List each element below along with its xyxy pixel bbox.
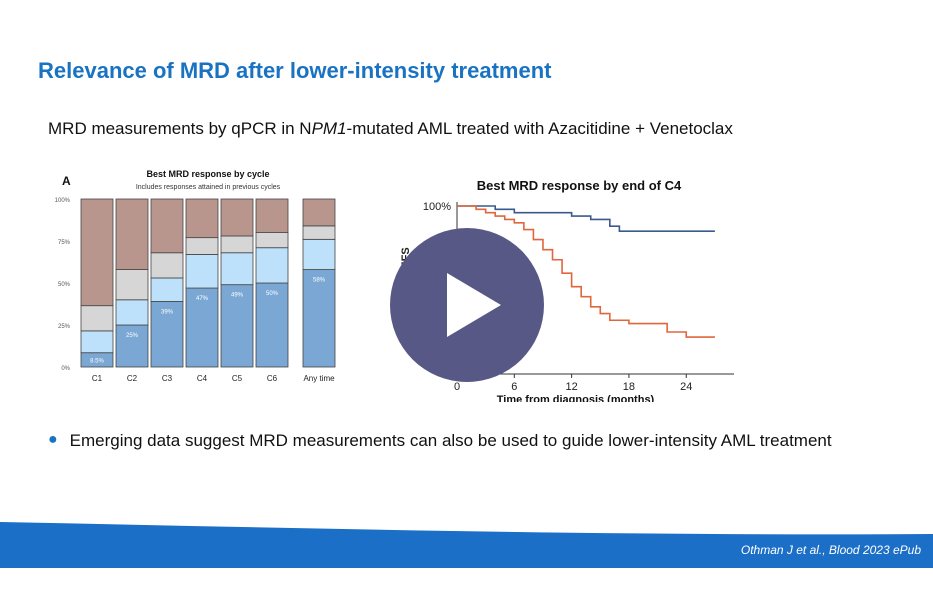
- x-tick-label: C6: [267, 374, 278, 383]
- x-tick-label: 0: [454, 381, 460, 393]
- bar-segment: [150, 301, 184, 368]
- panel-label: A: [62, 174, 71, 188]
- bar-segment: [220, 198, 254, 237]
- x-tick-label: C5: [232, 374, 243, 383]
- bar-segment: [255, 232, 289, 249]
- data-label: 47%: [196, 296, 209, 302]
- citation: Othman J et al., Blood 2023 ePub: [740, 543, 921, 557]
- bar-segment: [185, 237, 219, 255]
- km-line-red: [457, 205, 715, 338]
- slide-subtitle: MRD measurements by qPCR in NPM1-mutated…: [48, 119, 733, 139]
- bar-segment: [115, 299, 149, 326]
- data-label: 8.5%: [90, 359, 104, 365]
- subtitle-pre: MRD measurements by qPCR in N: [48, 119, 312, 138]
- bar-segment: [302, 225, 336, 240]
- x-tick-label: 24: [680, 381, 692, 393]
- y-tick-label: 75%: [58, 240, 71, 246]
- bar-segment: [185, 254, 219, 289]
- data-label: 58%: [313, 278, 326, 284]
- bar-segment: [302, 238, 336, 270]
- bar-segment: [115, 198, 149, 270]
- bullet-text: Emerging data suggest MRD measurements c…: [69, 431, 832, 450]
- data-label: 39%: [161, 309, 174, 315]
- subtitle-post: -mutated AML treated with Azacitidine + …: [346, 119, 733, 138]
- bullet-item: ● Emerging data suggest MRD measurements …: [48, 431, 832, 451]
- bar-segment: [150, 252, 184, 279]
- x-axis-label: Time from diagnosis (months): [497, 394, 655, 402]
- x-tick-label: 6: [511, 381, 517, 393]
- subtitle-gene: PM1: [311, 119, 347, 138]
- bar-segment: [150, 277, 184, 302]
- bar-segment: [115, 324, 149, 368]
- bar-segment: [255, 198, 289, 233]
- bar-segment: [302, 198, 336, 227]
- bar-segment: [80, 198, 114, 307]
- y-tick-label: 50%: [58, 282, 71, 288]
- video-play-button[interactable]: [389, 227, 545, 383]
- y-tick-label: 100%: [423, 201, 451, 213]
- bar-segment: [220, 284, 254, 368]
- y-tick-label: 25%: [58, 324, 71, 330]
- bar-segment: [185, 198, 219, 239]
- chart-title: Best MRD response by cycle: [146, 169, 269, 179]
- x-tick-label: Any time: [303, 374, 335, 383]
- bar-segment: [255, 282, 289, 368]
- slide-title: Relevance of MRD after lower-intensity t…: [38, 58, 552, 83]
- data-label: 49%: [231, 293, 244, 299]
- bar-segment: [302, 269, 336, 368]
- play-icon[interactable]: [447, 273, 501, 337]
- y-tick-label: 100%: [55, 198, 71, 204]
- bar-segment: [220, 252, 254, 286]
- bar-segment: [115, 269, 149, 301]
- km-line-blue: [457, 205, 715, 232]
- bar-segment: [150, 198, 184, 254]
- x-tick-label: C3: [162, 374, 173, 383]
- chart-title: Best MRD response by end of C4: [477, 178, 682, 193]
- y-tick-label: 0%: [61, 366, 70, 372]
- chart-subtitle: Includes responses attained in previous …: [136, 184, 281, 191]
- bar-segment: [220, 235, 254, 254]
- bar-segment: [80, 305, 114, 332]
- x-tick-label: 12: [565, 381, 577, 393]
- x-tick-label: C2: [127, 374, 138, 383]
- x-tick-label: C4: [197, 374, 208, 383]
- x-tick-label: 18: [623, 381, 635, 393]
- data-label: 50%: [266, 291, 279, 297]
- data-label: 25%: [126, 333, 139, 339]
- x-tick-label: C1: [92, 374, 103, 383]
- bullet-dot-icon: ●: [48, 431, 58, 448]
- bar-segment: [80, 330, 114, 354]
- bar-chart-mrd-by-cycle: A Best MRD response by cycle Includes resp…: [55, 169, 336, 383]
- bar-segment: [255, 247, 289, 284]
- footer-band: [0, 522, 933, 568]
